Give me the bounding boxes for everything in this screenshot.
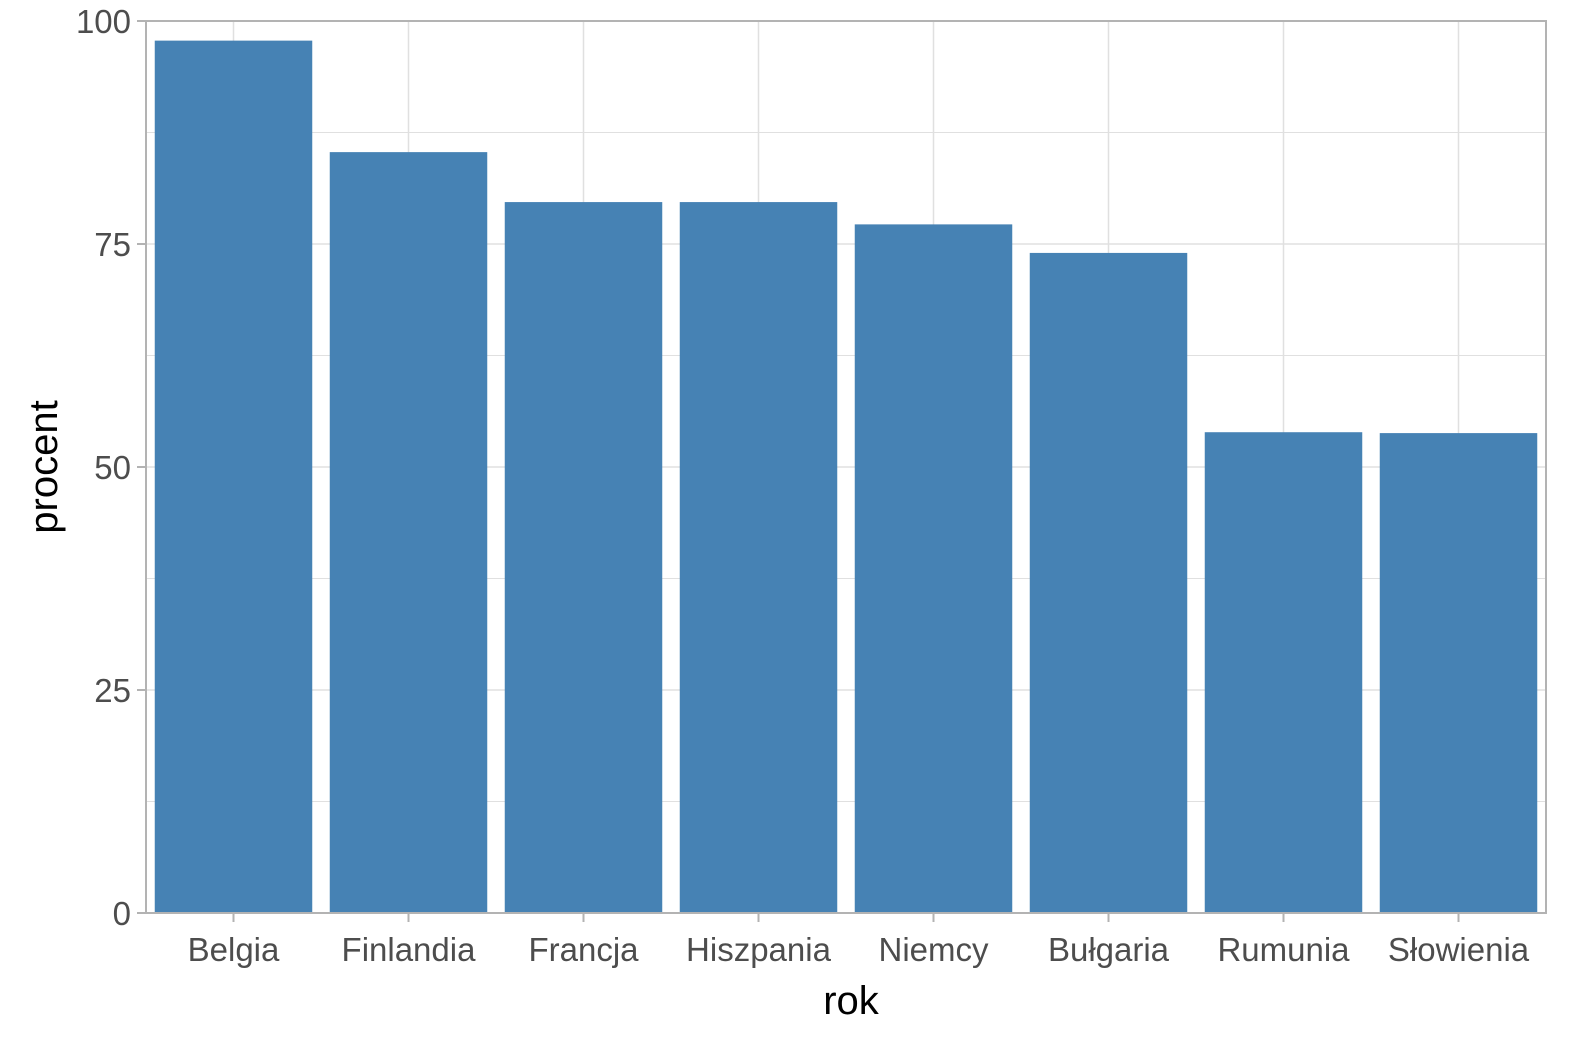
x-tick-label: Bułgaria [1048, 931, 1170, 968]
x-tick-label: Hiszpania [686, 931, 832, 968]
bar-Hiszpania [679, 202, 838, 914]
labels-layer: 0 25 50 75 100 Belgia Finlandia Francja Hiszpani… [76, 3, 1530, 968]
bar-Francja [504, 202, 663, 914]
y-axis-title: procent [22, 400, 66, 533]
bar-Niemcy [854, 224, 1013, 914]
x-axis-title: rok [823, 979, 880, 1023]
y-tick-label: 0 [113, 895, 131, 932]
x-tick-label: Finlandia [342, 931, 477, 968]
bar-Belgia [154, 40, 313, 913]
bar-Słowienia [1379, 433, 1538, 913]
x-tick-label: Rumunia [1217, 931, 1350, 968]
y-tick-label: 75 [94, 226, 131, 263]
x-tick-label: Niemcy [878, 931, 989, 968]
y-tick-label: 50 [94, 449, 131, 486]
x-tick-label: Francja [528, 931, 639, 968]
bars-layer [154, 40, 1538, 914]
y-tick-label: 25 [94, 672, 131, 709]
bar-Bułgaria [1029, 252, 1188, 914]
bar-Rumunia [1204, 432, 1363, 913]
ticks-layer [137, 20, 1460, 922]
x-tick-label: Belgia [188, 931, 280, 968]
bar-Finlandia [329, 152, 488, 913]
y-tick-label: 100 [76, 3, 131, 40]
x-tick-label: Słowienia [1388, 931, 1530, 968]
